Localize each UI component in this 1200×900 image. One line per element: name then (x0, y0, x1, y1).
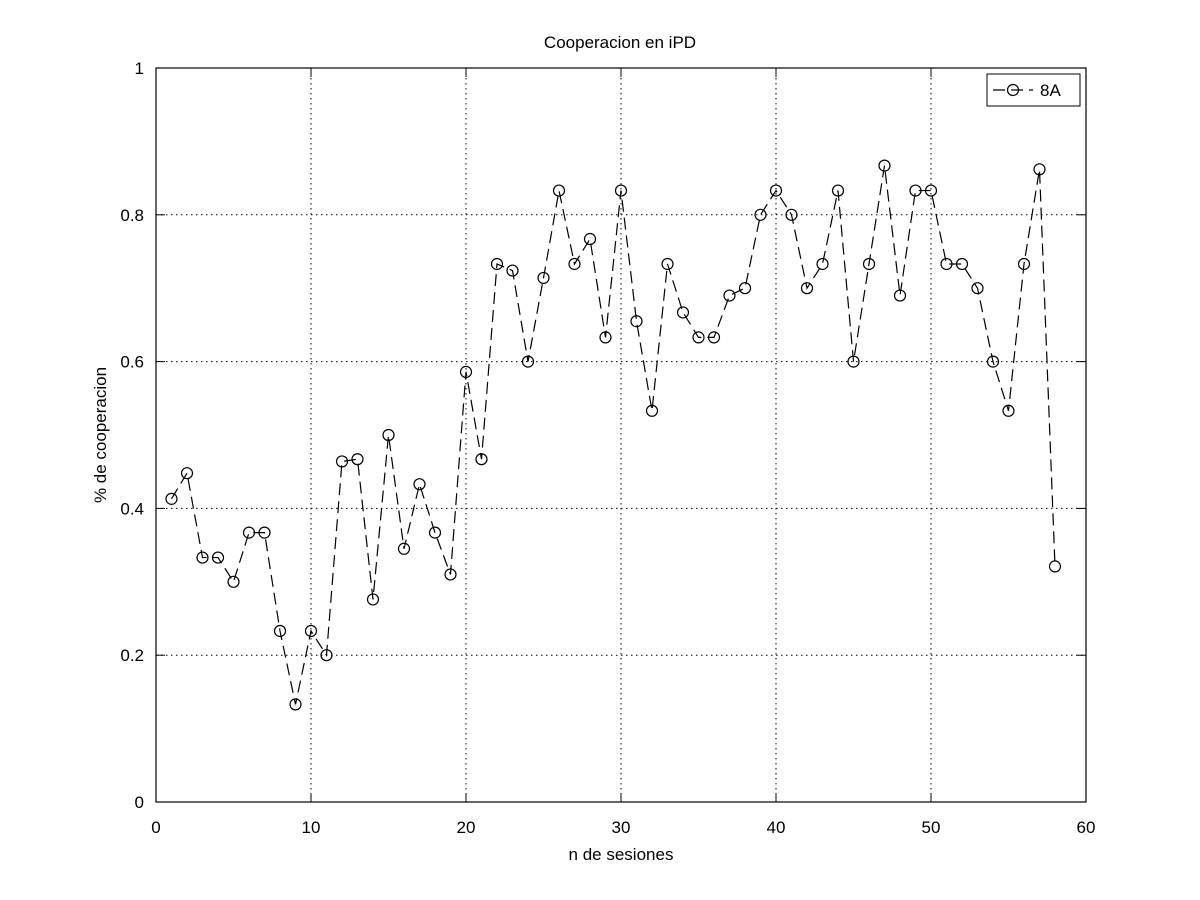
x-axis-tick-labels: 0 10 20 30 40 50 60 (151, 818, 1095, 837)
data-point (521, 355, 535, 368)
data-point (397, 542, 411, 555)
chart-title: Cooperacion en iPD (544, 33, 696, 52)
data-point (459, 365, 473, 378)
data-point (692, 331, 705, 344)
legend-label: 8A (1040, 81, 1061, 100)
y-tick-label: 1 (135, 59, 144, 78)
legend-marker-icon (1006, 83, 1020, 97)
data-point (413, 478, 426, 491)
y-tick-label: 0.2 (120, 646, 144, 665)
data-point (645, 404, 659, 417)
data-point (738, 282, 752, 295)
data-point (165, 492, 178, 505)
data-point (878, 159, 891, 172)
data-point (552, 184, 566, 197)
data-point (258, 526, 271, 539)
data-point (862, 257, 876, 271)
data-point (490, 257, 504, 271)
data-point (816, 257, 829, 271)
data-point (227, 575, 240, 588)
data-point (444, 568, 457, 581)
data-point (1002, 404, 1015, 417)
y-tick-label: 0.8 (120, 206, 144, 225)
tick-marks (155, 67, 1087, 803)
data-point (351, 453, 364, 466)
y-tick-label: 0.4 (120, 499, 144, 518)
data-point (196, 551, 209, 564)
data-point (568, 257, 581, 271)
data-point (599, 331, 612, 344)
y-tick-label: 0 (135, 793, 144, 812)
data-point (320, 649, 333, 662)
x-tick-label: 50 (922, 818, 941, 837)
data-point (847, 355, 860, 368)
plot-area (155, 67, 1087, 803)
data-point (707, 331, 721, 344)
y-axis-tick-labels: 0 0.2 0.4 0.6 0.8 1 (120, 59, 144, 812)
data-point (831, 184, 845, 197)
data-point (754, 208, 767, 221)
data-point (800, 282, 814, 295)
data-point (475, 453, 488, 466)
plot-frame (156, 68, 1086, 802)
data-point (506, 264, 519, 277)
data-point (1033, 163, 1046, 176)
x-tick-label: 30 (612, 818, 631, 837)
data-point (661, 257, 674, 271)
y-axis-label: % de cooperacion (91, 367, 110, 503)
data-point (304, 624, 318, 638)
x-tick-label: 0 (151, 818, 160, 837)
x-axis-label: n de sesiones (569, 845, 674, 864)
y-tick-label: 0.6 (120, 353, 144, 372)
data-point (583, 232, 597, 246)
data-point (242, 526, 256, 539)
x-tick-label: 20 (457, 818, 476, 837)
data-point (1017, 257, 1031, 271)
data-point (785, 208, 798, 221)
data-point (180, 467, 194, 480)
x-tick-label: 10 (302, 818, 321, 837)
data-point (366, 593, 380, 606)
data-point (940, 257, 953, 271)
data-point (986, 355, 1000, 368)
data-point (630, 315, 643, 328)
data-point (211, 551, 225, 564)
data-point (428, 526, 442, 539)
series-layer (165, 159, 1062, 711)
grid-lines (156, 68, 1086, 802)
data-point (769, 184, 783, 197)
data-point (676, 306, 690, 319)
data-point (893, 289, 907, 302)
legend: 8A (986, 73, 1081, 107)
series-line-8A (170, 165, 1056, 705)
data-point (924, 184, 938, 197)
data-point (1048, 560, 1062, 573)
data-point (723, 289, 736, 302)
data-point (289, 698, 302, 711)
data-point (335, 455, 349, 468)
x-tick-label: 40 (767, 818, 786, 837)
data-point (909, 184, 922, 197)
data-point (955, 257, 969, 271)
data-point (537, 271, 550, 285)
data-point (971, 282, 984, 295)
x-tick-label: 60 (1077, 818, 1096, 837)
data-point (273, 624, 287, 638)
data-point (382, 428, 395, 442)
data-point (614, 184, 628, 197)
